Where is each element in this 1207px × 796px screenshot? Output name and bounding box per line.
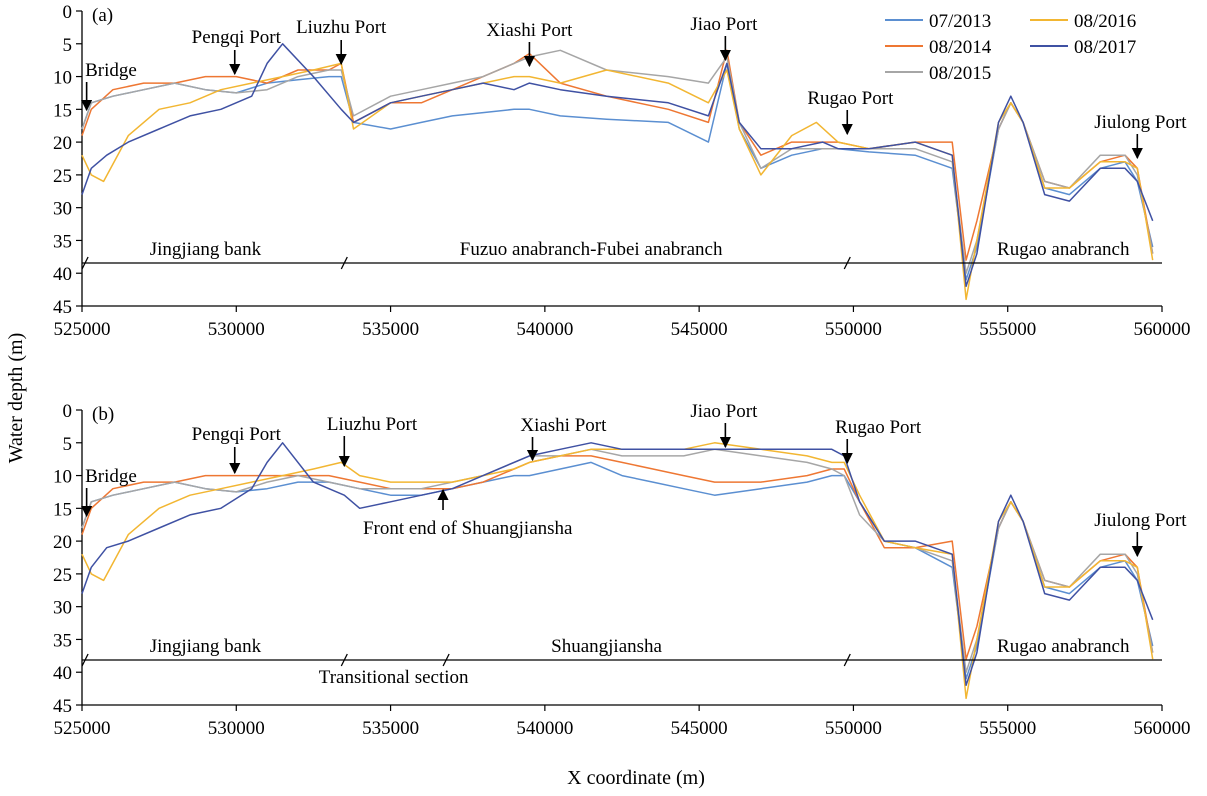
series-line-08-2016 (81, 62, 1154, 301)
port-annotation: Liuzhu Port (296, 17, 387, 38)
y-tick-label: 35 (53, 231, 72, 252)
section-break-mark (340, 256, 348, 270)
y-tick-label: 30 (53, 598, 72, 619)
port-annotation: Bridge (85, 466, 137, 487)
y-tick-label: 0 (63, 401, 73, 422)
x-tick-label: 550000 (825, 319, 882, 340)
section-break-mark (843, 256, 851, 270)
section-break-mark (81, 256, 89, 270)
legend-entry: 08/2015 (929, 63, 991, 84)
x-tick-label: 555000 (979, 718, 1036, 739)
x-tick-label: 535000 (362, 718, 419, 739)
y-tick-label: 5 (63, 434, 73, 455)
port-annotation: Jiulong Port (1094, 112, 1187, 133)
section-break-mark (442, 653, 450, 667)
series-line-08-2017 (81, 43, 1154, 288)
port-annotation: Pengqi Port (192, 27, 282, 48)
x-tick-label: 555000 (979, 319, 1036, 340)
y-tick-label: 45 (53, 696, 72, 717)
y-tick-label: 35 (53, 630, 72, 651)
section-label: Transitional section (319, 667, 469, 688)
legend-entry: 08/2014 (929, 37, 992, 58)
x-tick-label: 530000 (208, 718, 265, 739)
section-label: Jingjiang bank (150, 636, 262, 657)
x-tick-label: 560000 (1134, 718, 1191, 739)
x-tick-label: 560000 (1134, 319, 1191, 340)
legend-entry: 08/2016 (1074, 11, 1136, 32)
port-annotation: Xiashi Port (520, 415, 607, 436)
section-label: Shuangjiansha (551, 636, 662, 657)
y-tick-label: 0 (63, 2, 73, 23)
x-tick-label: 540000 (516, 319, 573, 340)
x-tick-label: 550000 (825, 718, 882, 739)
section-label: Rugao anabranch (997, 239, 1130, 260)
panel-label: (a) (92, 5, 113, 26)
port-annotation: Jiao Port (690, 401, 758, 422)
port-annotation: Jiao Port (690, 14, 758, 35)
x-tick-label: 525000 (54, 718, 111, 739)
port-annotation: Front end of Shuangjiansha (363, 518, 573, 539)
section-label: Rugao anabranch (997, 636, 1130, 657)
x-axis-label: X coordinate (m) (567, 767, 705, 789)
panel-label: (b) (92, 404, 114, 425)
y-tick-label: 40 (53, 264, 72, 285)
y-tick-label: 45 (53, 297, 72, 318)
section-break-mark (81, 653, 89, 667)
y-tick-label: 25 (53, 166, 72, 187)
port-annotation: Rugao Port (835, 417, 922, 438)
port-annotation: Jiulong Port (1094, 510, 1187, 531)
y-tick-label: 20 (53, 133, 72, 154)
section-break-mark (843, 653, 851, 667)
section-label: Jingjiang bank (150, 239, 262, 260)
y-tick-label: 40 (53, 663, 72, 684)
y-tick-label: 15 (53, 100, 72, 121)
y-tick-label: 10 (53, 467, 72, 488)
x-tick-label: 535000 (362, 319, 419, 340)
port-annotation: Bridge (85, 60, 137, 81)
x-tick-label: 545000 (671, 319, 728, 340)
port-annotation: Rugao Port (807, 88, 894, 109)
y-tick-label: 25 (53, 565, 72, 586)
port-annotation: Pengqi Port (192, 424, 282, 445)
port-annotation: Liuzhu Port (327, 414, 418, 435)
port-annotation: Xiashi Port (486, 20, 573, 41)
legend-entry: 07/2013 (929, 11, 991, 32)
x-tick-label: 525000 (54, 319, 111, 340)
y-tick-label: 30 (53, 199, 72, 220)
section-label: Fuzuo anabranch-Fubei anabranch (460, 239, 723, 260)
x-tick-label: 545000 (671, 718, 728, 739)
y-tick-label: 5 (63, 35, 73, 56)
y-axis-label: Water depth (m) (5, 333, 27, 464)
section-break-mark (340, 653, 348, 667)
y-tick-label: 20 (53, 532, 72, 553)
series-line-08-2017 (81, 442, 1154, 687)
x-tick-label: 530000 (208, 319, 265, 340)
y-tick-label: 15 (53, 499, 72, 520)
y-tick-label: 10 (53, 68, 72, 89)
x-tick-label: 540000 (516, 718, 573, 739)
legend: 07/2013 08/2016 08/2014 08/2017 08/2015 (885, 11, 1136, 84)
legend-entry: 08/2017 (1074, 37, 1136, 58)
